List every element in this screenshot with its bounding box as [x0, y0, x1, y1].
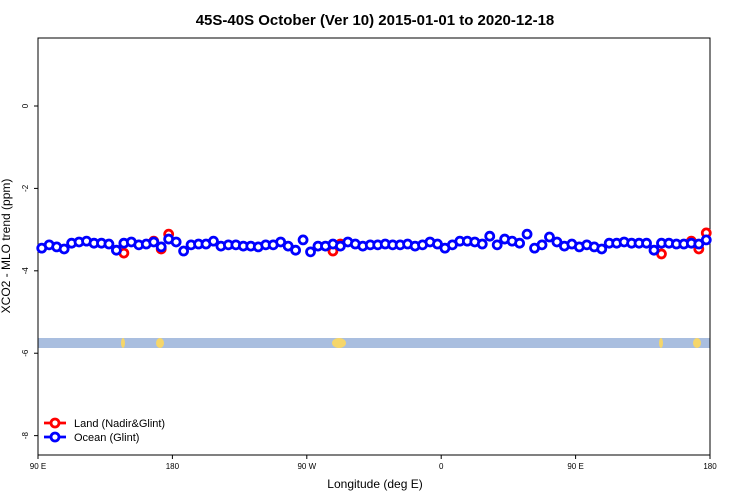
point	[178, 245, 190, 257]
x-tick-label: 90 E	[30, 462, 46, 471]
point	[648, 244, 660, 256]
point	[700, 234, 712, 246]
point	[641, 237, 652, 249]
point	[484, 230, 496, 242]
point	[476, 238, 488, 250]
y-tick-label: -8	[21, 432, 30, 440]
y-axis-label: XCO2 - MLO trend (ppm)	[0, 179, 13, 314]
legend-label: Land (Nadir&Glint)	[74, 418, 165, 430]
point	[290, 244, 302, 256]
point	[58, 243, 70, 255]
point	[297, 234, 309, 246]
y-tick-label: -2	[21, 184, 30, 192]
point	[208, 235, 219, 247]
point	[536, 239, 548, 251]
legend-marker	[49, 431, 61, 443]
y-tick-label: -4	[21, 267, 30, 275]
x-axis-label: Longitude (deg E)	[327, 477, 422, 491]
y-tick-label: -6	[21, 349, 30, 357]
legend-label: Ocean (Glint)	[74, 432, 139, 444]
point	[305, 246, 316, 258]
point	[155, 241, 167, 253]
point	[514, 237, 525, 249]
point	[170, 236, 182, 248]
point	[103, 238, 115, 250]
x-tick-label: 180	[703, 462, 717, 471]
point	[544, 231, 555, 243]
map-strip	[38, 338, 710, 348]
point	[111, 244, 122, 256]
x-tick-label: 90 E	[567, 462, 583, 471]
point	[596, 243, 608, 255]
x-tick-label: 0	[439, 462, 444, 471]
legend-marker	[49, 417, 61, 429]
point	[148, 236, 160, 248]
x-tick-label: 180	[166, 462, 180, 471]
point	[521, 228, 533, 240]
x-tick-label: 90 W	[297, 462, 316, 471]
chart-title: 45S-40S October (Ver 10) 2015-01-01 to 2…	[196, 12, 555, 29]
y-tick-label: 0	[21, 103, 30, 108]
point	[491, 239, 503, 251]
